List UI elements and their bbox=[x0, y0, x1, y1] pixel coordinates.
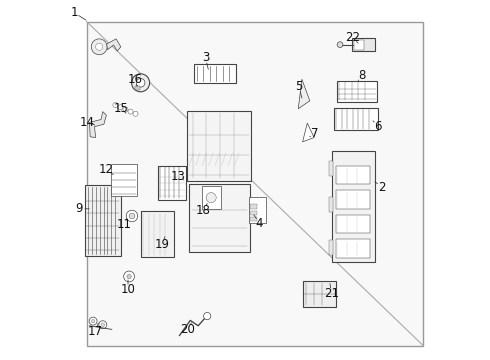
Text: 12: 12 bbox=[99, 163, 114, 176]
Bar bbox=[328, 197, 333, 212]
Text: 20: 20 bbox=[180, 323, 195, 336]
Circle shape bbox=[96, 43, 103, 50]
Text: 5: 5 bbox=[295, 80, 303, 93]
Polygon shape bbox=[303, 123, 314, 142]
Bar bbox=[303, 281, 336, 307]
Circle shape bbox=[101, 323, 104, 327]
Text: 1: 1 bbox=[70, 6, 78, 19]
Circle shape bbox=[133, 111, 138, 116]
Polygon shape bbox=[107, 39, 121, 51]
Bar bbox=[336, 190, 370, 209]
Bar bbox=[250, 211, 257, 215]
Circle shape bbox=[204, 312, 211, 320]
Bar bbox=[248, 197, 266, 223]
Bar bbox=[250, 204, 257, 209]
Bar bbox=[328, 240, 333, 255]
Text: 3: 3 bbox=[202, 51, 209, 64]
Circle shape bbox=[126, 210, 138, 222]
Bar bbox=[332, 151, 374, 262]
Bar bbox=[111, 164, 137, 196]
Bar bbox=[187, 111, 251, 181]
Bar bbox=[336, 239, 370, 258]
Circle shape bbox=[113, 103, 118, 108]
Bar bbox=[141, 211, 174, 257]
Circle shape bbox=[123, 271, 134, 282]
Bar bbox=[158, 166, 186, 200]
Text: 19: 19 bbox=[155, 238, 170, 251]
Text: 15: 15 bbox=[113, 102, 128, 114]
Bar bbox=[85, 185, 121, 256]
Circle shape bbox=[89, 317, 97, 325]
Text: 2: 2 bbox=[378, 181, 386, 194]
Bar bbox=[87, 22, 423, 346]
Circle shape bbox=[136, 78, 145, 87]
Text: 17: 17 bbox=[88, 325, 103, 338]
Circle shape bbox=[99, 321, 107, 329]
Bar bbox=[250, 217, 257, 221]
Text: 11: 11 bbox=[117, 219, 132, 231]
Circle shape bbox=[129, 213, 135, 219]
Circle shape bbox=[128, 109, 133, 114]
Bar bbox=[352, 38, 375, 51]
Circle shape bbox=[206, 193, 216, 203]
Circle shape bbox=[123, 107, 128, 112]
Text: 9: 9 bbox=[75, 202, 83, 215]
Circle shape bbox=[118, 105, 123, 110]
Bar bbox=[189, 184, 250, 252]
Text: 6: 6 bbox=[374, 120, 382, 132]
Bar bbox=[354, 40, 364, 50]
Circle shape bbox=[91, 319, 95, 323]
Text: 14: 14 bbox=[80, 116, 95, 129]
Bar bbox=[334, 108, 378, 130]
Circle shape bbox=[127, 274, 131, 279]
Circle shape bbox=[91, 39, 107, 55]
Bar bbox=[194, 64, 236, 83]
Bar bbox=[336, 215, 370, 233]
Polygon shape bbox=[90, 112, 106, 138]
Text: 13: 13 bbox=[171, 170, 186, 183]
Text: 10: 10 bbox=[121, 283, 135, 296]
Text: 7: 7 bbox=[312, 127, 319, 140]
Text: 8: 8 bbox=[358, 69, 366, 82]
Circle shape bbox=[337, 42, 343, 48]
Bar bbox=[328, 161, 333, 176]
Bar bbox=[135, 86, 140, 90]
Text: 4: 4 bbox=[256, 217, 263, 230]
Circle shape bbox=[132, 74, 149, 92]
Polygon shape bbox=[298, 79, 310, 109]
Bar bbox=[337, 81, 377, 102]
Text: 16: 16 bbox=[128, 73, 143, 86]
Text: 22: 22 bbox=[345, 31, 360, 44]
Text: 21: 21 bbox=[324, 287, 339, 300]
Bar bbox=[202, 186, 220, 209]
Bar bbox=[336, 166, 370, 184]
Text: 18: 18 bbox=[196, 204, 211, 217]
